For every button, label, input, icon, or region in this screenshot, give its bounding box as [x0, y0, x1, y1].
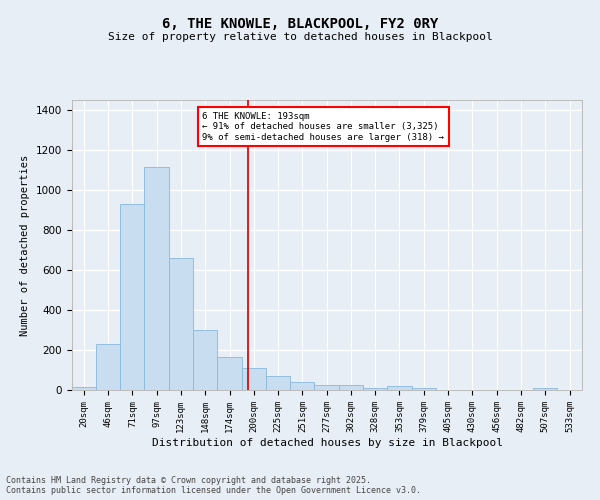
Text: Contains HM Land Registry data © Crown copyright and database right 2025.
Contai: Contains HM Land Registry data © Crown c…: [6, 476, 421, 495]
Text: Size of property relative to detached houses in Blackpool: Size of property relative to detached ho…: [107, 32, 493, 42]
X-axis label: Distribution of detached houses by size in Blackpool: Distribution of detached houses by size …: [151, 438, 503, 448]
Bar: [314, 385, 339, 390]
Bar: [290, 382, 314, 390]
Text: 6 THE KNOWLE: 193sqm
← 91% of detached houses are smaller (3,325)
9% of semi-det: 6 THE KNOWLE: 193sqm ← 91% of detached h…: [202, 112, 444, 142]
Bar: [242, 368, 266, 390]
Y-axis label: Number of detached properties: Number of detached properties: [20, 154, 31, 336]
Bar: [72, 387, 96, 390]
Bar: [339, 385, 363, 390]
Bar: [193, 330, 217, 390]
Bar: [266, 376, 290, 390]
Bar: [96, 344, 121, 390]
Bar: [363, 388, 388, 390]
Bar: [388, 386, 412, 390]
Text: 6, THE KNOWLE, BLACKPOOL, FY2 0RY: 6, THE KNOWLE, BLACKPOOL, FY2 0RY: [162, 18, 438, 32]
Bar: [412, 388, 436, 390]
Bar: [145, 167, 169, 390]
Bar: [121, 204, 145, 390]
Bar: [217, 357, 242, 390]
Bar: [533, 388, 557, 390]
Bar: [169, 258, 193, 390]
